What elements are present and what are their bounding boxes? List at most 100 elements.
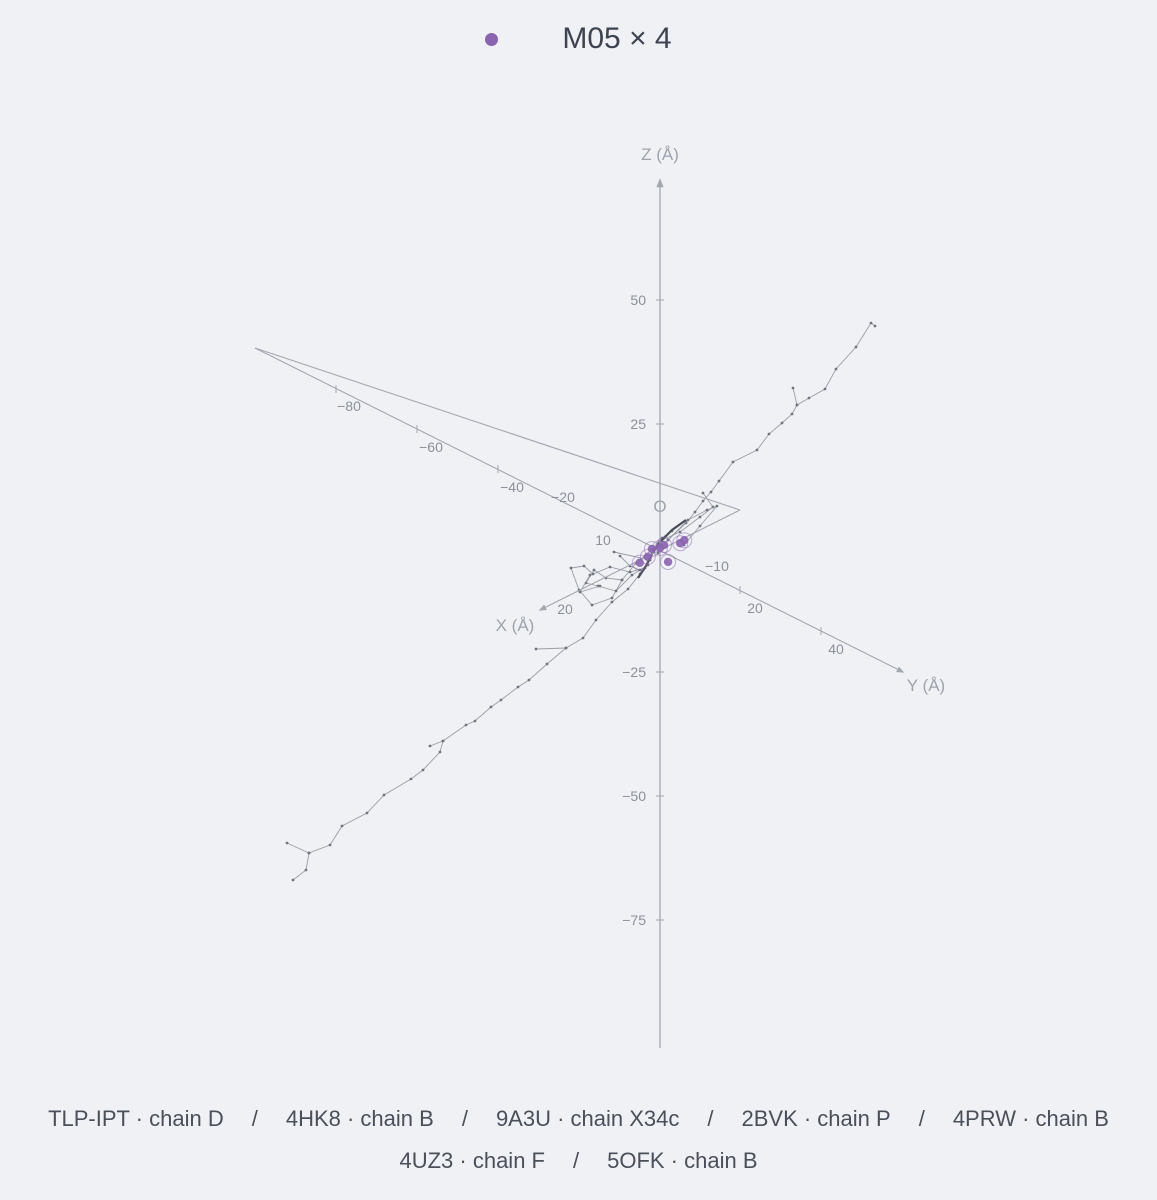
backbone-atom (304, 868, 308, 872)
backbone-atom (428, 744, 432, 748)
backbone-atom (328, 843, 332, 847)
x-axis-line (254, 347, 741, 511)
data-point-halo (656, 537, 673, 554)
origin-label: O (653, 497, 666, 516)
backbone-trace (570, 520, 686, 606)
separator: / (707, 1106, 714, 1131)
backbone-atom (790, 412, 794, 416)
x-tick-label: 10 (595, 532, 611, 548)
backbone-atom (626, 587, 630, 591)
x-tick-label: 20 (557, 601, 573, 617)
backbone-atom (588, 573, 592, 577)
z-tick-label: −50 (622, 788, 646, 804)
backbone-atom (705, 508, 709, 512)
axes (254, 178, 905, 1048)
backbone-atom (464, 723, 468, 727)
backbone-atom (701, 491, 705, 495)
backbone-atom (854, 345, 858, 349)
backbone-atom (618, 554, 622, 558)
backbone-trace (667, 505, 718, 546)
backbone-atom (630, 573, 634, 577)
backbone-atom (823, 387, 827, 391)
x-tick-label: −60 (419, 439, 443, 455)
backbone-atom (569, 566, 573, 570)
data-point (647, 544, 657, 554)
backbone-atom (285, 841, 289, 845)
backbone-trace (286, 842, 310, 854)
data-point-halo (672, 535, 689, 552)
z-tick-label: 50 (630, 292, 646, 308)
x-axis-title: X (Å) (496, 616, 535, 635)
z-tick-label: −25 (622, 664, 646, 680)
chart-3d-plot[interactable]: Z (Å) X (Å) Y (Å) O 50 25 −25 −50 −75 −80 −60 −40 −2… (0, 0, 1157, 1090)
backbone-atom (686, 518, 690, 522)
y-tick-label: −10 (705, 558, 729, 574)
backbone-atom (620, 578, 624, 582)
legend-label[interactable]: M05 × 4 (562, 22, 672, 55)
backbone-atom (581, 636, 585, 640)
y-axis (254, 347, 905, 673)
backbone-atom (612, 550, 616, 554)
legend: M05 × 4 (0, 22, 1157, 56)
backbone-atom (873, 324, 877, 328)
backbone-trace (792, 387, 798, 406)
backbone-atom (610, 600, 614, 604)
tick-labels: Z (Å) X (Å) Y (Å) O 50 25 −25 −50 −75 −80 −60 −40 −2… (337, 145, 945, 928)
backbone-atom (473, 719, 477, 723)
backbone-atom (564, 646, 568, 650)
backbone-atom (717, 479, 721, 483)
backbone-trace (429, 740, 444, 747)
z-tick-label: 25 (630, 416, 646, 432)
backbone-atom (709, 490, 713, 494)
backbone-atom (590, 603, 594, 607)
backbone-atom (307, 851, 311, 855)
backbone-atom (592, 568, 596, 572)
backbone-atom (421, 768, 425, 772)
backbone-atom (534, 647, 538, 651)
y-tick-label: 20 (747, 600, 763, 616)
backbone-atom (441, 739, 445, 743)
structure-label: 9A3U · chain X34c (495, 1106, 680, 1131)
structure-label: TLP-IPT · chain D (48, 1106, 224, 1131)
data-points (631, 532, 693, 571)
backbone-trace (535, 647, 567, 650)
backbone-atom (795, 403, 799, 407)
x-tick-label: −40 (500, 479, 524, 495)
separator: / (572, 1148, 580, 1173)
backbone-atom (610, 596, 614, 600)
backbone-atom (489, 705, 493, 709)
y-tick-label: 40 (828, 641, 844, 657)
backbone-traces (285, 321, 877, 882)
backbone-atom (598, 584, 602, 588)
data-point-halo (676, 532, 693, 549)
structure-label: 2BVK · chain P (741, 1106, 891, 1131)
separator: / (918, 1106, 925, 1131)
backbone-atom (594, 618, 598, 622)
backbone-atom (608, 565, 612, 569)
backbone-atom (578, 590, 582, 594)
z-tick-label: −75 (622, 912, 646, 928)
backbone-trace (613, 551, 651, 561)
structure-label: 4HK8 · chain B (285, 1106, 434, 1131)
data-point-halo (631, 554, 648, 571)
backbone-atom (698, 515, 702, 519)
separator: / (461, 1106, 468, 1131)
backbone-atom (545, 662, 549, 666)
separator: / (251, 1106, 258, 1131)
backbone-atom (715, 504, 719, 508)
backbone-atom (365, 811, 369, 815)
backbone-atom (409, 777, 413, 781)
backbone-atom (767, 432, 771, 436)
backbone-atom (382, 793, 386, 797)
structure-row-1: TLP-IPT · chain D / 4HK8 · chain B / 9A3U · … (0, 1098, 1157, 1140)
data-point-halo (660, 553, 677, 570)
backbone-atom (678, 530, 682, 534)
backbone-atom (527, 678, 531, 682)
legend-marker[interactable] (485, 32, 499, 46)
data-point (643, 552, 653, 562)
structure-list: TLP-IPT · chain D / 4HK8 · chain B / 9A3U · … (0, 1098, 1157, 1182)
backbone-atom (807, 396, 811, 400)
data-point (655, 543, 665, 553)
structure-label: 4PRW · chain B (952, 1106, 1109, 1131)
backbone-atom (340, 824, 344, 828)
